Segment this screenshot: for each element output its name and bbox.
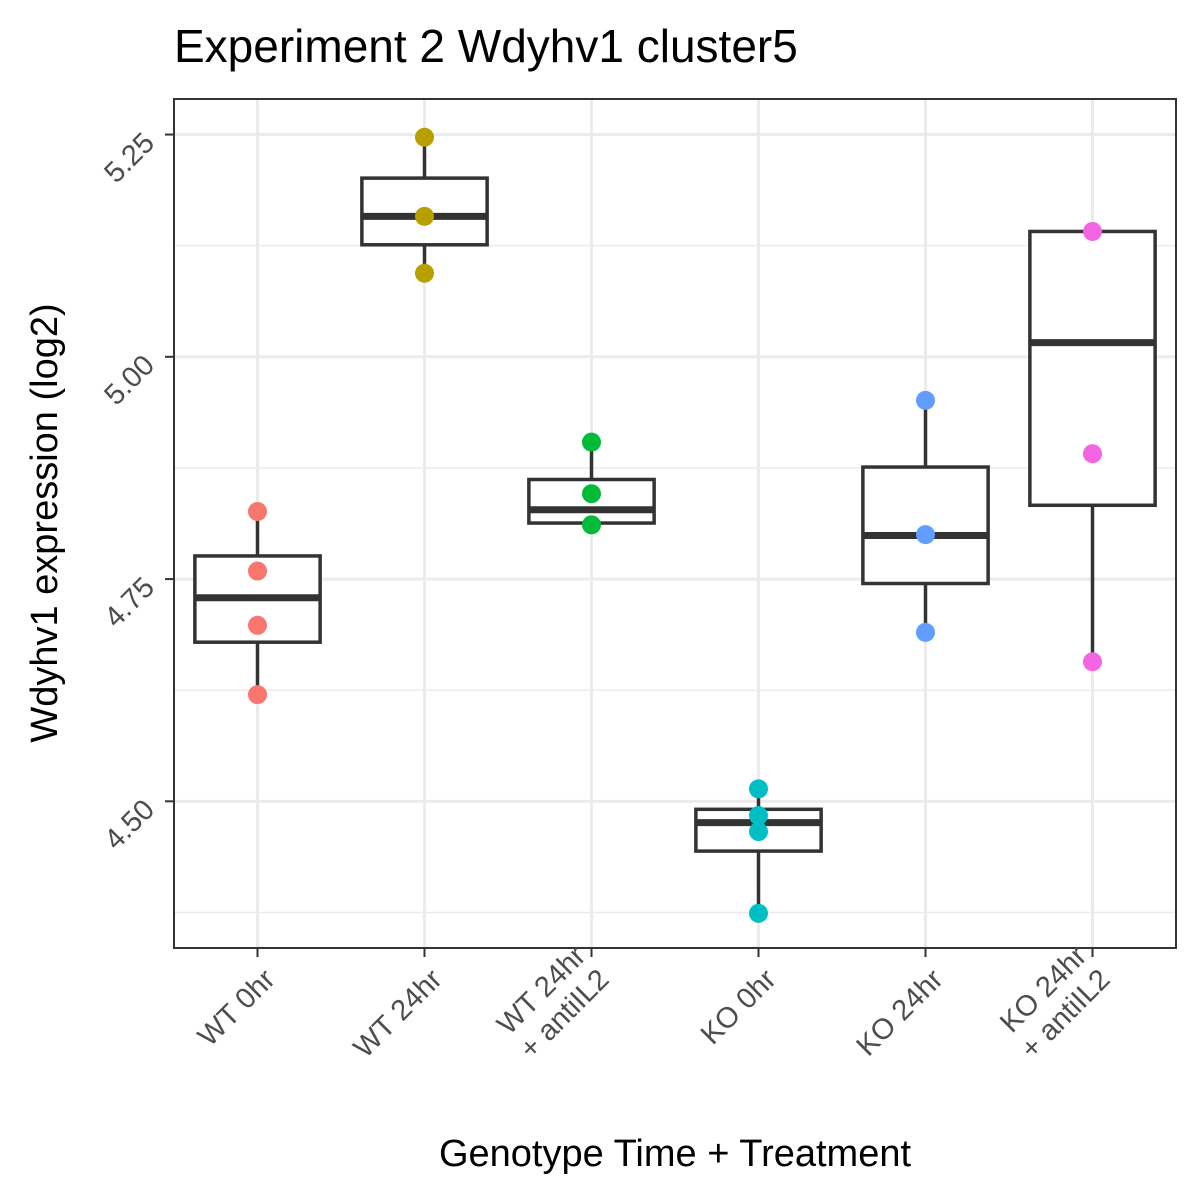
x-tick-label-line: WT 0hr <box>192 963 282 1053</box>
data-point <box>415 127 434 147</box>
data-point <box>582 484 601 504</box>
y-tick-label: 4.50 <box>98 794 161 857</box>
data-point <box>582 432 601 452</box>
data-point <box>749 779 768 799</box>
data-point <box>582 515 601 535</box>
y-tick-label: 4.75 <box>98 571 161 634</box>
y-tick-label: 5.25 <box>98 127 161 190</box>
data-point <box>1083 652 1102 672</box>
x-tick-label: KO 24hr+ antiIL2 <box>991 940 1116 1065</box>
data-point <box>248 685 267 705</box>
data-point <box>916 622 935 642</box>
y-tick-label: 5.00 <box>98 349 161 412</box>
chart-title: Experiment 2 Wdyhv1 cluster5 <box>174 20 798 72</box>
x-tick-label-line: WT 24hr <box>348 963 449 1064</box>
y-axis-title: Wdyhv1 expression (log2) <box>24 303 66 742</box>
x-tick-label-line: KO 0hr <box>695 963 783 1051</box>
x-axis: WT 0hr WT 24hr WT 24hr+ antiIL2 KO 0hr KO 24… <box>192 940 1116 1065</box>
data-point <box>749 806 768 826</box>
data-point <box>1083 444 1102 464</box>
x-tick-label: WT 0hr <box>192 963 282 1053</box>
x-tick-label: WT 24hr+ antiIL2 <box>490 940 615 1065</box>
data-point <box>749 903 768 923</box>
data-point <box>749 822 768 842</box>
box <box>1028 229 1157 508</box>
point-layer <box>248 127 1102 923</box>
x-tick-label: KO 24hr <box>851 963 950 1062</box>
x-axis-title: Genotype Time + Treatment <box>439 1133 912 1175</box>
x-tick-label: WT 24hr <box>348 963 449 1064</box>
data-point <box>415 263 434 283</box>
data-point <box>916 525 935 545</box>
x-tick-label-line: KO 24hr <box>851 963 950 1062</box>
x-tick-label: KO 0hr <box>695 963 783 1051</box>
data-point <box>248 501 267 521</box>
data-point <box>916 390 935 410</box>
plot-background <box>174 99 1176 948</box>
data-point <box>415 206 434 226</box>
data-point <box>248 561 267 581</box>
data-point <box>248 615 267 635</box>
data-point <box>1083 221 1102 241</box>
y-axis: 4.50 4.75 5.00 5.25 <box>98 127 174 856</box>
plot-border <box>173 98 1177 949</box>
